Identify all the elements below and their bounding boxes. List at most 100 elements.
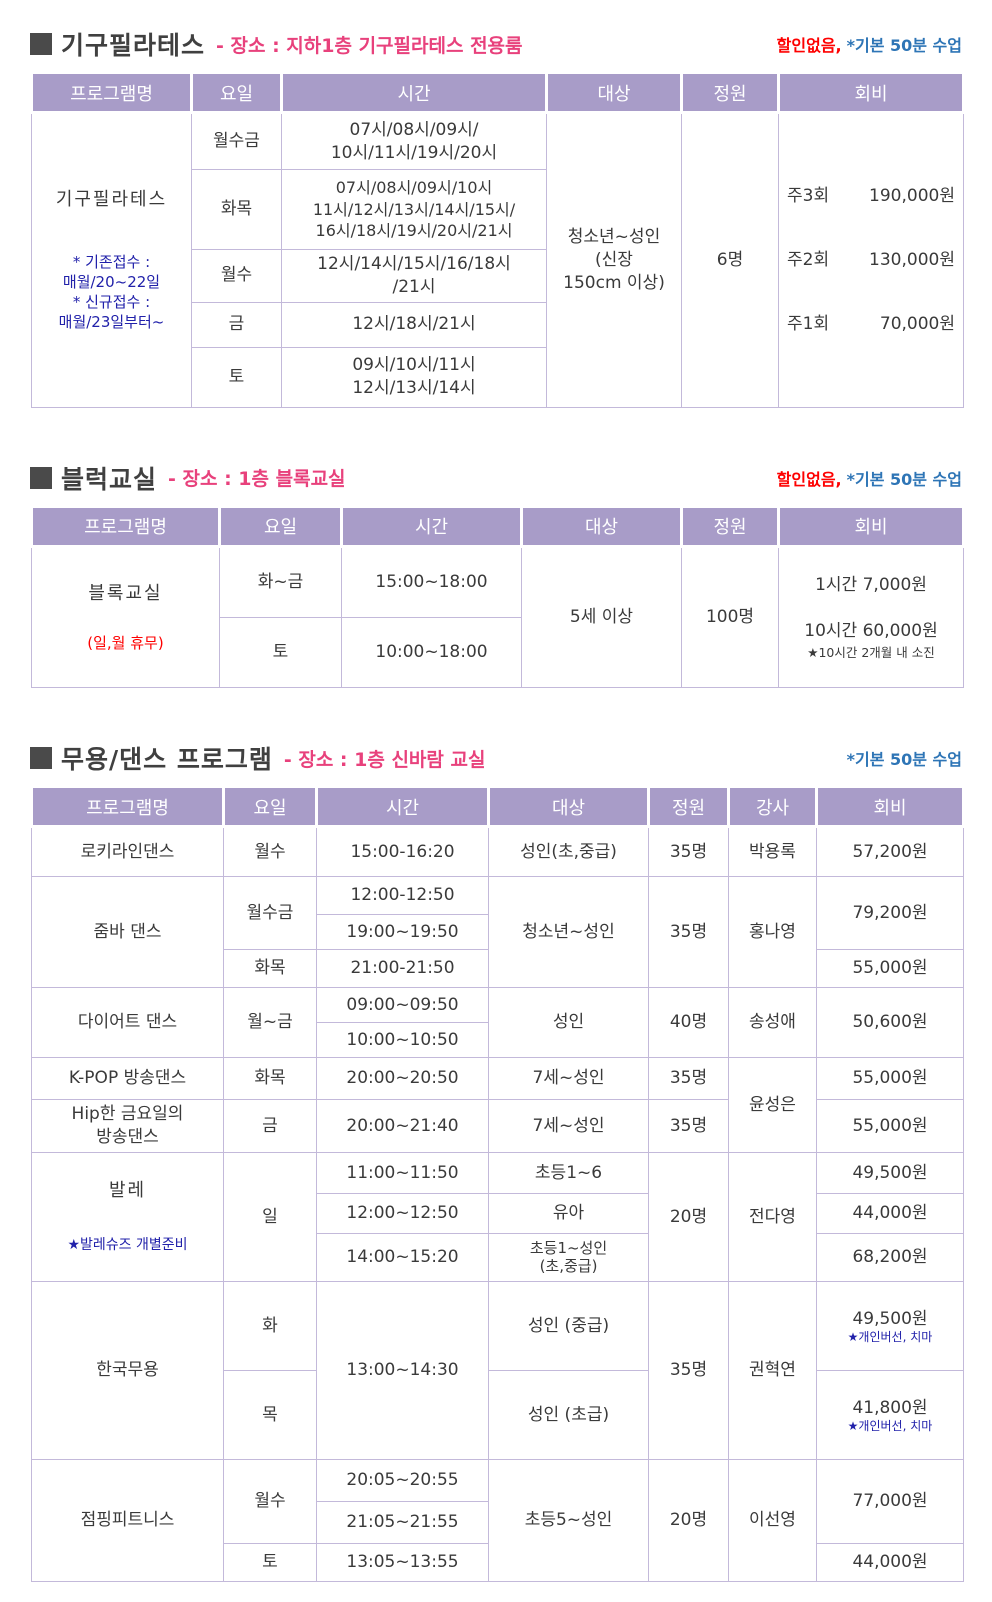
program-cell: 한국무용 [31,1281,224,1461]
discount-note: 할인없음, [776,469,842,489]
day-cell: 토 [219,616,342,689]
section-title: 기구필라테스 [61,31,206,60]
table-row: 기구필라테스 * 기존접수 : 매월/20~22일 * 신규접수 : 매월/23… [31,112,964,408]
time-cell: 12:00~12:50 [316,1192,489,1234]
day-cell: 목 [223,1370,317,1461]
table-row: 19:00~19:50 [32,914,964,951]
capacity-cell: 20명 [648,1459,729,1583]
target-cell: 청소년~성인 (신장 150cm 이상) [546,112,682,408]
fee-note: ★개인버선, 치마 [847,1419,933,1434]
fee-label: 주1회 [787,313,830,334]
capacity-cell: 40명 [648,987,729,1059]
table-row: 14:00~15:20 초등1~성인 (초,중급) 68,200원 [32,1232,964,1283]
capacity-cell: 35명 [648,826,729,878]
section-bullet-icon [30,33,52,55]
col-header-teacher: 강사 [727,785,818,829]
dance-table: 프로그램명 요일 시간 대상 정원 강사 회비 로키라인댄스 월수 15:00-… [30,785,965,1583]
col-header-target: 대상 [545,71,683,114]
table-row: 10:00~10:50 [32,1022,964,1059]
fee-cell: 49,500원 ★개인버선, 치마 [816,1281,964,1372]
fee-price: 70,000원 [879,313,955,334]
day-cell: 월수금 [191,112,282,170]
section-dance-header: 무용/댄스 프로그램 - 장소 : 1층 신바람 교실 *기본 50분 수업 [30,740,962,776]
fee-cell: 49,500원 [816,1152,964,1194]
day-cell: 금 [191,301,282,348]
day-cell: 화목 [223,1057,317,1101]
fee-cell: 44,000원 [816,1192,964,1234]
table-row: 로키라인댄스 월수 15:00-16:20 성인(초,중급) 35명 박용록 5… [31,826,964,878]
day-cell: 화~금 [219,545,342,618]
col-header-fee: 회비 [777,504,965,548]
program-cell: 다이어트 댄스 [31,987,224,1059]
program-note: (일,월 휴무) [87,634,164,653]
fee-cell: 55,000원 [816,1057,964,1101]
time-cell: 20:00~21:40 [316,1099,489,1154]
program-name: 블록교실 [88,582,163,604]
target-cell: 유아 [488,1192,649,1234]
fee-amount: 41,800원 [852,1398,928,1419]
day-cell: 토 [191,346,282,408]
fee-note: ★10시간 2개월 내 소진 [807,644,935,660]
duration-note: *기본 50분 수업 [846,750,962,770]
time-cell: 10:00~10:50 [316,1022,489,1059]
time-cell: 15:00-16:20 [316,826,489,878]
fee-line: 주3회 190,000원 [787,185,955,208]
col-header-day: 요일 [190,71,283,114]
col-header-day: 요일 [222,785,318,829]
section-location: - 장소 : 1층 신바람 교실 [283,748,486,771]
fee-cell: 주3회 190,000원 주2회 130,000원 주1회 70,000원 [778,112,964,408]
table-row: 다이어트 댄스 월~금 09:00~09:50 성인 40명 송성애 50,60… [31,987,964,1059]
col-header-capacity: 정원 [680,71,780,114]
fee-cell: 44,000원 [816,1543,964,1583]
fee-price: 190,000원 [869,186,955,207]
program-name: 발레 [108,1180,147,1202]
section-bullet-icon [30,466,52,489]
target-cell: 초등1~성인 (초,중급) [488,1232,649,1283]
table-row: 블록교실 (일,월 휴무) 화~금 15:00~18:00 5세 이상 100명… [31,545,964,689]
table-row: 금 12시/18시/21시 [32,301,964,348]
table-row: 화목 07시/08시/09시/10시 11시/12시/13시/14시/15시/ … [32,169,964,250]
section-bullet-icon [30,747,52,770]
target-cell: 청소년~성인 [488,876,649,989]
table-row: K-POP 방송댄스 화목 20:00~20:50 7세~성인 35명 윤성은 … [31,1057,964,1154]
section-note: 할인없음, *기본 50분 수업 [777,466,962,490]
section-block-header: 블럭교실 - 장소 : 1층 블록교실 할인없음, *기본 50분 수업 [30,460,962,496]
table-header-row: 프로그램명 요일 시간 대상 정원 강사 회비 [30,785,965,829]
fee-cell: 50,600원 [816,987,964,1059]
table-header-row: 프로그램명 요일 시간 대상 정원 회비 [30,71,965,114]
section-dance: 무용/댄스 프로그램 - 장소 : 1층 신바람 교실 *기본 50분 수업 프… [30,740,965,1583]
fee-line: 주1회 70,000원 [787,313,955,336]
teacher-cell: 윤성은 [728,1057,817,1154]
section-location: - 장소 : 지하1층 기구필라테스 전용룸 [216,34,523,57]
duration-note: *기본 50분 수업 [846,36,962,55]
pilates-table: 프로그램명 요일 시간 대상 정원 회비 기구필라테스 * 기존접수 : 매월/… [30,71,965,408]
col-header-target: 대상 [487,785,650,829]
discount-note: 할인없음, [776,36,842,55]
capacity-cell: 35명 [648,1281,729,1461]
time-cell: 20:05~20:55 [316,1459,489,1503]
fee-line: 10시간 60,000원 [804,620,938,641]
time-cell: 15:00~18:00 [341,545,522,618]
program-cell: K-POP 방송댄스 [31,1057,224,1101]
section-block: 블럭교실 - 장소 : 1층 블록교실 할인없음, *기본 50분 수업 프로그램… [30,460,965,689]
day-cell: 화 [223,1281,317,1372]
day-cell: 월수 [223,1459,317,1545]
program-cell: Hip한 금요일의 방송댄스 [31,1099,224,1154]
capacity-cell: 100명 [681,545,779,689]
fee-cell: 79,200원 [816,876,964,951]
table-header-row: 프로그램명 요일 시간 대상 정원 회비 [30,504,965,548]
fee-cell: 55,000원 [816,949,964,989]
table-row: 발레 ★발레슈즈 개별준비 일 11:00~11:50 초등1~6 20명 전다… [31,1152,964,1283]
col-header-time: 시간 [315,785,490,829]
time-cell: 20:00~20:50 [316,1057,489,1101]
time-cell: 21:00-21:50 [316,949,489,989]
fee-cell: 1시간 7,000원 10시간 60,000원 ★10시간 2개월 내 소진 [778,545,964,689]
fee-label: 주2회 [787,249,830,270]
program-name: 기구필라테스 [55,189,168,211]
table-row: 월수 12시/14시/15시/16/18시 /21시 [32,249,964,303]
col-header-fee: 회비 [777,71,965,114]
table-row: 화목 21:00-21:50 55,000원 [32,949,964,989]
day-cell: 월수 [223,826,317,878]
program-cell: 블록교실 (일,월 휴무) [31,545,220,689]
